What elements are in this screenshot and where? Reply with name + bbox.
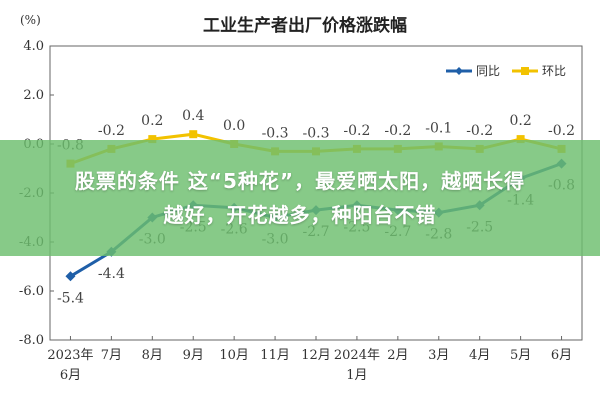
mom-data-label: -0.2 xyxy=(343,123,370,139)
yoy-data-label: -5.4 xyxy=(57,290,84,306)
y-tick-label: 2.0 xyxy=(23,88,44,103)
x-tick-label: 3月 xyxy=(428,348,449,363)
mom-data-label: -0.2 xyxy=(384,123,411,139)
unit-label: (%) xyxy=(20,13,41,27)
x-tick-label: 6月 xyxy=(551,348,572,363)
x-tick-label: 7月 xyxy=(101,348,122,363)
x-tick-label: 12月 xyxy=(301,348,331,363)
mom-data-label: -0.1 xyxy=(425,120,452,136)
mom-data-label: -0.3 xyxy=(303,125,330,141)
mom-data-label: 0.0 xyxy=(223,118,245,134)
banner-line-1: 股票的条件 这“5种花”，最爱晒太阳，越晒长得 xyxy=(74,169,526,193)
yoy-data-label: -4.4 xyxy=(98,266,125,282)
mom-point xyxy=(189,130,198,139)
x-tick-label: 2024年 xyxy=(334,348,380,363)
legend-marker xyxy=(455,67,463,75)
mom-data-label: 0.2 xyxy=(141,113,163,129)
legend-label: 环比 xyxy=(542,64,566,78)
mom-data-label: -0.2 xyxy=(98,123,125,139)
x-tick-label: 9月 xyxy=(183,348,204,363)
promo-banner[interactable]: 股票的条件 这“5种花”，最爱晒太阳，越晒长得 越好，开花越多，种阳台不错 xyxy=(0,140,600,256)
mom-data-label: 0.2 xyxy=(509,113,531,129)
x-tick-label: 1月 xyxy=(346,368,367,383)
x-tick-label: 11月 xyxy=(260,348,290,363)
y-tick-label: -8.0 xyxy=(19,333,44,348)
legend-label: 同比 xyxy=(476,64,500,78)
mom-data-label: -0.2 xyxy=(466,123,493,139)
x-tick-label: 5月 xyxy=(510,348,531,363)
legend-marker xyxy=(521,67,529,75)
mom-data-label: 0.4 xyxy=(182,108,204,124)
banner-line-2: 越好，开花越多，种阳台不错 xyxy=(163,203,437,227)
mom-data-label: -0.2 xyxy=(548,123,575,139)
x-tick-label: 2月 xyxy=(387,348,408,363)
x-axis-ticks: 2023年 6月 7月 8月 9月 10月 11月 12月 2024年 1月 2月 3月 4月 5月 6月 xyxy=(47,336,572,383)
x-tick-label: 10月 xyxy=(219,348,249,363)
y-tick-label: -6.0 xyxy=(19,284,44,299)
mom-data-label: -0.3 xyxy=(262,125,289,141)
x-tick-label: 2023年 xyxy=(47,348,93,363)
yoy-point xyxy=(65,271,76,282)
x-tick-label: 6月 xyxy=(60,368,81,383)
chart-title: 工业生产者出厂价格涨跌幅 xyxy=(203,15,407,36)
mom-point xyxy=(148,135,157,144)
x-tick-label: 8月 xyxy=(142,348,163,363)
legend: 同比 环比 xyxy=(446,64,566,78)
mom-point xyxy=(516,135,525,144)
y-tick-label: 4.0 xyxy=(23,39,44,54)
x-tick-label: 4月 xyxy=(469,348,490,363)
